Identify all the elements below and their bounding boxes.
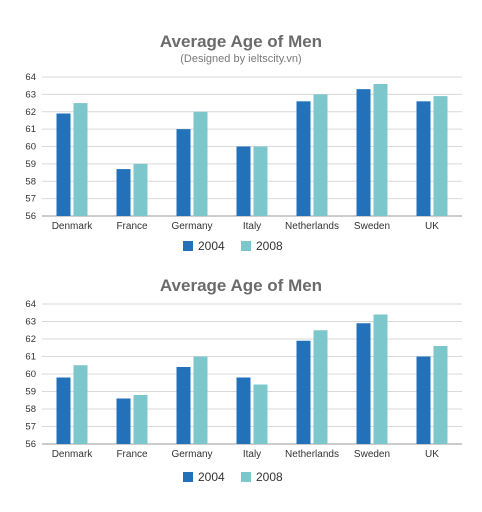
- chart-title: Average Age of Men: [159, 32, 323, 51]
- y-tick-label: 64: [25, 299, 36, 310]
- legend-swatch-2004: [183, 241, 193, 251]
- bar-2008-italy: [253, 146, 268, 216]
- bar-2008-germany: [193, 356, 208, 444]
- chart-plot-bottom: 56 57 58 59 60 61 62 63 64 Denmark France Germany It…: [25, 299, 462, 484]
- bar-2004-france: [116, 169, 131, 216]
- bar-2008-netherlands: [313, 330, 328, 444]
- chart-plot-top: 56 57 58 59 60 61 62 63 64 Denmark France Germany It…: [25, 72, 462, 253]
- x-tick-label: Sweden: [354, 449, 390, 460]
- bar-2004-germany: [176, 367, 191, 444]
- bar-2008-germany: [193, 111, 208, 216]
- x-tick-label: UK: [425, 221, 439, 232]
- y-tick-label: 62: [25, 334, 36, 345]
- legend-label-2004: 2004: [198, 470, 225, 484]
- bar-2004-italy: [236, 377, 251, 444]
- y-tick-label: 63: [25, 317, 36, 328]
- y-tick-label: 57: [25, 422, 36, 433]
- y-tick-label: 62: [25, 107, 36, 118]
- bar-2004-sweden: [356, 323, 371, 444]
- bar-2004-netherlands: [296, 101, 311, 216]
- bar-2004-italy: [236, 146, 251, 216]
- bar-2008-italy: [253, 384, 268, 444]
- bar-2004-netherlands: [296, 340, 311, 444]
- x-tick-label: Italy: [243, 221, 261, 232]
- x-tick-label: Netherlands: [285, 221, 339, 232]
- x-tick-label: Italy: [243, 449, 261, 460]
- y-tick-label: 63: [25, 89, 36, 100]
- y-tick-label: 60: [25, 142, 36, 153]
- chart-average-age-bottom: Average Age of Men 56 57 58 59 60 61 62 63 64 Den…: [0, 262, 482, 512]
- y-tick-label: 59: [25, 159, 36, 170]
- bar-2004-uk: [416, 101, 431, 216]
- bar-2004-france: [116, 398, 131, 444]
- bar-2004-denmark: [56, 377, 71, 444]
- chart-average-age-top: Average Age of Men (Designed by ieltscit…: [25, 32, 462, 253]
- y-tick-label: 60: [25, 369, 36, 380]
- bar-2008-france: [133, 395, 148, 444]
- y-tick-label: 57: [25, 194, 36, 205]
- chart-subtitle: (Designed by ieltscity.vn): [180, 53, 302, 65]
- x-tick-label: Netherlands: [285, 449, 339, 460]
- x-tick-label: Denmark: [52, 221, 94, 232]
- chart-title: Average Age of Men: [159, 276, 323, 295]
- bar-2004-uk: [416, 356, 431, 444]
- y-tick-label: 64: [25, 72, 36, 83]
- bar-2008-sweden: [373, 314, 388, 444]
- y-tick-label: 61: [25, 124, 36, 135]
- legend-label-2004: 2004: [198, 239, 225, 253]
- x-tick-label: Germany: [171, 221, 212, 232]
- x-tick-label: France: [116, 449, 148, 460]
- bar-2008-uk: [433, 96, 448, 216]
- legend-swatch-2008: [241, 472, 251, 482]
- x-tick-label: UK: [425, 449, 439, 460]
- y-tick-label: 58: [25, 404, 36, 415]
- y-tick-label: 61: [25, 352, 36, 363]
- x-tick-label: Denmark: [52, 449, 94, 460]
- bar-2004-sweden: [356, 89, 371, 216]
- bar-2008-sweden: [373, 83, 388, 216]
- bar-2008-denmark: [73, 365, 88, 444]
- legend-swatch-2004: [183, 472, 193, 482]
- x-tick-label: Germany: [171, 449, 212, 460]
- bar-2008-uk: [433, 346, 448, 444]
- legend-label-2008: 2008: [256, 239, 283, 253]
- y-tick-label: 56: [25, 439, 36, 450]
- y-tick-label: 58: [25, 176, 36, 187]
- x-tick-label: France: [116, 221, 148, 232]
- bar-2008-netherlands: [313, 94, 328, 216]
- y-tick-label: 59: [25, 387, 36, 398]
- legend-label-2008: 2008: [256, 470, 283, 484]
- x-tick-label: Sweden: [354, 221, 390, 232]
- bar-2008-denmark: [73, 103, 88, 216]
- bar-2008-france: [133, 163, 148, 216]
- bar-2004-germany: [176, 129, 191, 216]
- y-tick-label: 56: [25, 211, 36, 222]
- legend-swatch-2008: [241, 241, 251, 251]
- bar-2004-denmark: [56, 113, 71, 216]
